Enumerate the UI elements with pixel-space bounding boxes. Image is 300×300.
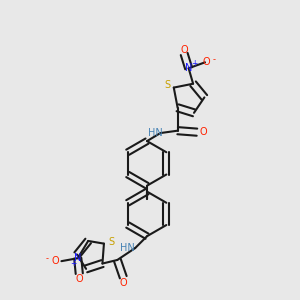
Text: +: + [191,59,197,68]
Text: HN: HN [148,128,162,138]
Text: O: O [119,278,127,288]
Text: O: O [75,274,83,284]
Text: S: S [108,237,114,247]
Text: O: O [52,256,59,266]
Text: O: O [203,57,210,67]
Text: HN: HN [120,243,135,253]
Text: -: - [212,56,215,64]
Text: O: O [180,44,188,55]
Text: -: - [46,254,49,263]
Text: +: + [70,259,76,268]
Text: N: N [74,253,82,263]
Text: O: O [199,127,207,137]
Text: S: S [164,80,170,90]
Text: N: N [185,63,192,73]
